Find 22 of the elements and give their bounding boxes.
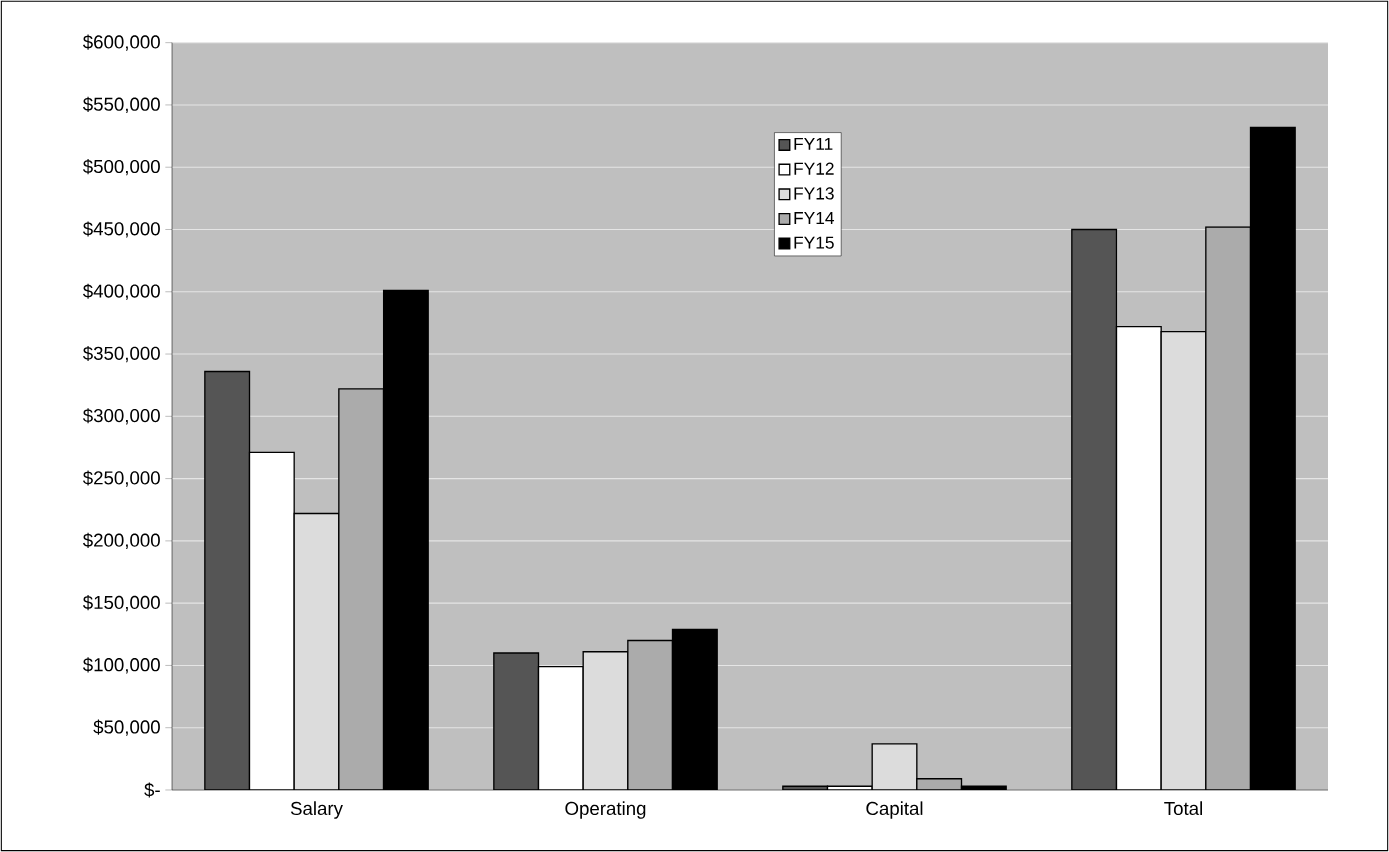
- y-tick-label: $600,000: [82, 34, 160, 51]
- y-tick-label: $500,000: [82, 159, 160, 176]
- legend-label: FY12: [794, 162, 834, 175]
- y-tick-label: $250,000: [82, 470, 160, 487]
- y-tick-label: $300,000: [82, 408, 160, 425]
- y-tick-label: $150,000: [82, 595, 160, 612]
- legend-label: FY11: [794, 137, 833, 150]
- y-tick-label: $400,000: [82, 283, 160, 300]
- x-tick-label: Salary: [290, 801, 343, 819]
- y-tick-label: $550,000: [82, 96, 160, 114]
- legend-label: FY14: [794, 212, 835, 224]
- legend-label: FY15: [794, 236, 834, 249]
- y-tick-label: $350,000: [82, 345, 160, 363]
- y-tick-label: $-: [144, 782, 160, 798]
- legend-label: FY13: [794, 187, 834, 200]
- y-tick-label: $100,000: [82, 657, 160, 674]
- y-tick-label: $450,000: [82, 221, 160, 238]
- x-tick-label: Operating: [565, 801, 646, 819]
- x-tick-label: Capital: [866, 801, 923, 819]
- y-tick-label: $50,000: [93, 719, 160, 736]
- y-tick-label: $200,000: [82, 532, 160, 549]
- x-tick-label: Total: [1164, 801, 1202, 816]
